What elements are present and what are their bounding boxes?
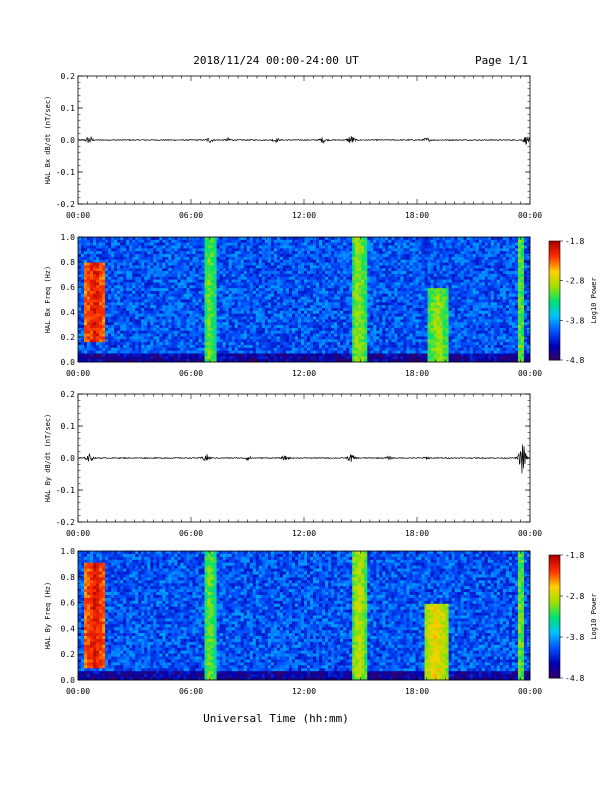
colorbar-label: Log10 Power bbox=[590, 593, 598, 639]
x-tick-label: 18:00 bbox=[405, 211, 429, 220]
x-tick-label: 18:00 bbox=[405, 529, 429, 538]
y-tick-label: 0.4 bbox=[61, 308, 76, 317]
x-tick-label: 00:00 bbox=[518, 529, 542, 538]
y-tick-label: 0.0 bbox=[61, 454, 76, 463]
x-tick-label: 00:00 bbox=[518, 687, 542, 696]
colorbar-tick-label: -1.8 bbox=[565, 551, 584, 560]
y-tick-label: 1.0 bbox=[61, 547, 76, 556]
y-axis-label: HAL By Freq (Hz) bbox=[44, 582, 52, 649]
x-tick-label: 12:00 bbox=[292, 369, 316, 378]
y-tick-label: 0.2 bbox=[61, 333, 76, 342]
y-tick-label: 0.6 bbox=[61, 599, 76, 608]
spectrogram bbox=[78, 237, 531, 363]
colorbar-tick-label: -1.8 bbox=[565, 237, 584, 246]
colorbar-tick-label: -2.8 bbox=[565, 592, 584, 601]
colorbar bbox=[549, 241, 560, 361]
y-tick-label: 0.8 bbox=[61, 258, 76, 267]
x-tick-label: 12:00 bbox=[292, 529, 316, 538]
y-tick-label: -0.2 bbox=[56, 518, 75, 527]
y-tick-label: -0.2 bbox=[56, 200, 75, 209]
y-tick-label: -0.1 bbox=[56, 486, 75, 495]
y-tick-label: 0.6 bbox=[61, 283, 76, 292]
x-tick-label: 12:00 bbox=[292, 687, 316, 696]
y-tick-label: 0.1 bbox=[61, 422, 76, 431]
spectrogram bbox=[78, 551, 531, 681]
x-tick-label: 06:00 bbox=[179, 529, 203, 538]
x-tick-label: 18:00 bbox=[405, 687, 429, 696]
x-tick-label: 00:00 bbox=[518, 369, 542, 378]
colorbar-tick-label: -2.8 bbox=[565, 277, 584, 286]
x-tick-label: 06:00 bbox=[179, 211, 203, 220]
page-number: Page 1/1 bbox=[475, 54, 528, 67]
x-tick-label: 18:00 bbox=[405, 369, 429, 378]
y-axis-label: HAL By dB/dt (nT/sec) bbox=[44, 414, 52, 503]
y-tick-label: 0.0 bbox=[61, 358, 76, 367]
y-tick-label: -0.1 bbox=[56, 168, 75, 177]
y-axis-label: HAL Bx dB/dt (nT/sec) bbox=[44, 96, 52, 185]
x-axis-label: Universal Time (hh:mm) bbox=[203, 712, 349, 725]
x-tick-label: 00:00 bbox=[66, 529, 90, 538]
colorbar-frame bbox=[548, 240, 561, 361]
y-tick-label: 0.1 bbox=[61, 104, 76, 113]
y-tick-label: 0.2 bbox=[61, 650, 76, 659]
x-tick-label: 06:00 bbox=[179, 369, 203, 378]
colorbar-frame bbox=[548, 554, 561, 679]
y-tick-label: 1.0 bbox=[61, 233, 76, 242]
y-tick-label: 0.0 bbox=[61, 136, 76, 145]
y-tick-label: 0.2 bbox=[61, 72, 76, 81]
colorbar-tick-label: -4.8 bbox=[565, 356, 584, 365]
y-tick-label: 0.0 bbox=[61, 676, 76, 685]
colorbar-label: Log10 Power bbox=[590, 277, 598, 323]
date-range-title: 2018/11/24 00:00-24:00 UT bbox=[193, 54, 359, 67]
x-tick-label: 00:00 bbox=[66, 369, 90, 378]
dbdt-trace bbox=[77, 444, 531, 474]
dbdt-trace bbox=[77, 136, 531, 145]
x-tick-label: 06:00 bbox=[179, 687, 203, 696]
x-tick-label: 00:00 bbox=[518, 211, 542, 220]
y-tick-label: 0.4 bbox=[61, 624, 76, 633]
colorbar-tick-label: -3.8 bbox=[565, 316, 584, 325]
colorbar-tick-label: -4.8 bbox=[565, 674, 584, 683]
y-tick-label: 0.2 bbox=[61, 390, 76, 399]
x-tick-label: 00:00 bbox=[66, 211, 90, 220]
x-tick-label: 00:00 bbox=[66, 687, 90, 696]
colorbar bbox=[549, 555, 560, 679]
colorbar-tick-label: -3.8 bbox=[565, 633, 584, 642]
y-axis-label: HAL Bx Freq (Hz) bbox=[44, 266, 52, 333]
x-tick-label: 12:00 bbox=[292, 211, 316, 220]
y-tick-label: 0.8 bbox=[61, 573, 76, 582]
